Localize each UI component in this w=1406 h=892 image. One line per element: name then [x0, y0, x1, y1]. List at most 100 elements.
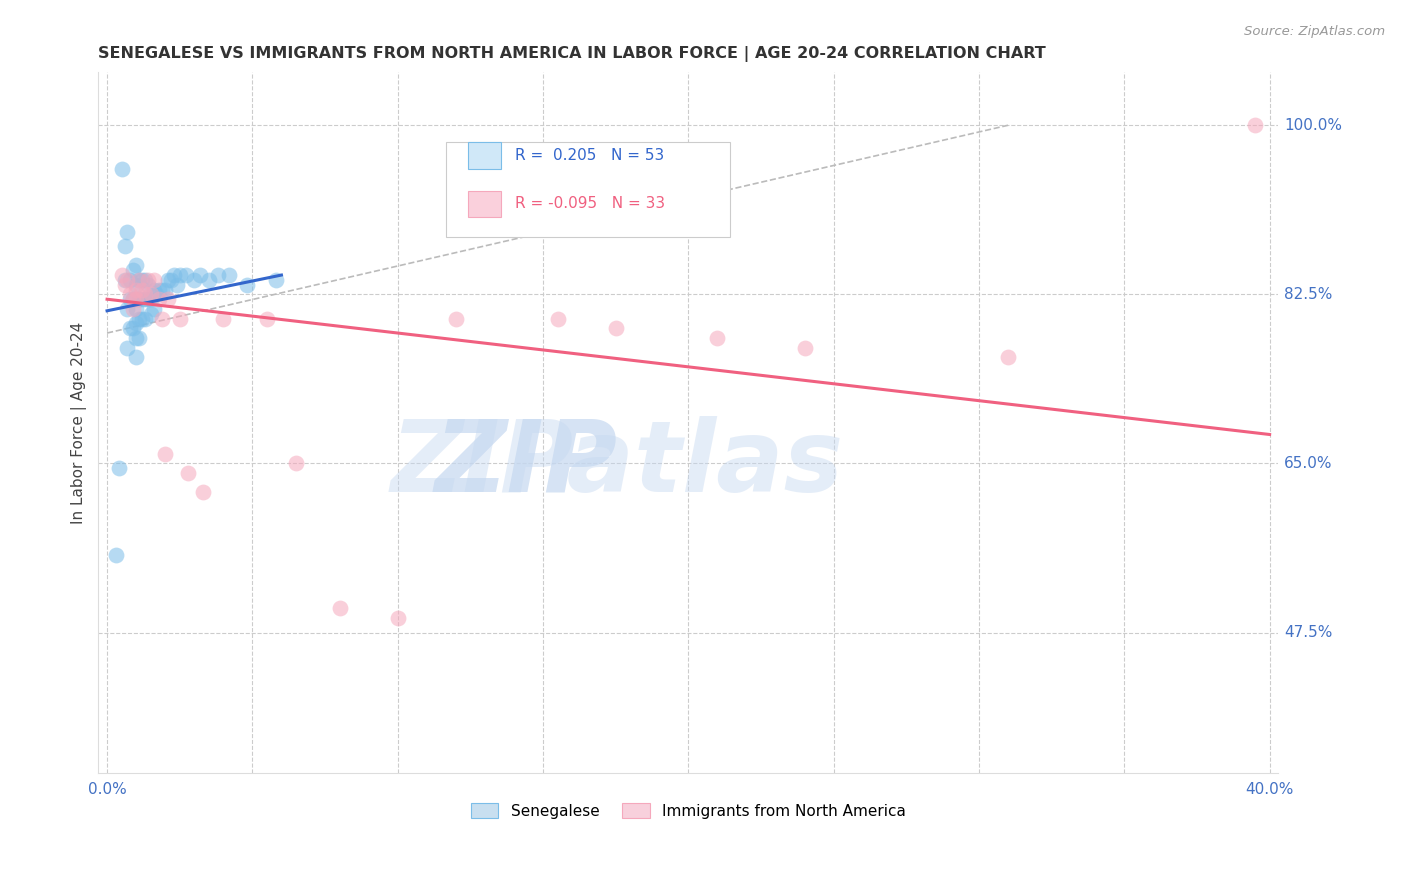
- Point: [110, 268, 132, 282]
- Point: [120, 292, 142, 306]
- Point: [256, 311, 278, 326]
- Point: [131, 311, 153, 326]
- Point: [110, 161, 132, 176]
- Point: [605, 321, 627, 335]
- Point: [169, 311, 191, 326]
- Point: [142, 273, 165, 287]
- Point: [997, 350, 1019, 364]
- Point: [128, 292, 150, 306]
- Point: [128, 311, 150, 326]
- Point: [264, 273, 287, 287]
- Point: [218, 268, 240, 282]
- Point: [104, 549, 127, 563]
- Point: [177, 466, 200, 480]
- Text: R =  0.205   N = 53: R = 0.205 N = 53: [515, 148, 664, 163]
- Point: [107, 461, 129, 475]
- FancyBboxPatch shape: [468, 142, 501, 169]
- Point: [163, 268, 186, 282]
- Point: [128, 331, 150, 345]
- FancyBboxPatch shape: [447, 142, 730, 236]
- Point: [125, 292, 148, 306]
- Y-axis label: In Labor Force | Age 20-24: In Labor Force | Age 20-24: [72, 321, 87, 524]
- Point: [706, 331, 728, 345]
- Point: [122, 301, 145, 316]
- Point: [329, 601, 352, 615]
- Point: [125, 350, 148, 364]
- Point: [122, 263, 145, 277]
- Point: [148, 283, 170, 297]
- Point: [1244, 118, 1267, 132]
- Point: [153, 447, 176, 461]
- Text: ZIPatlas: ZIPatlas: [391, 416, 844, 513]
- Point: [547, 311, 569, 326]
- Point: [125, 259, 148, 273]
- Point: [387, 611, 409, 625]
- Point: [142, 301, 165, 316]
- Point: [212, 311, 235, 326]
- Point: [207, 268, 229, 282]
- Text: SENEGALESE VS IMMIGRANTS FROM NORTH AMERICA IN LABOR FORCE | AGE 20-24 CORRELATI: SENEGALESE VS IMMIGRANTS FROM NORTH AMER…: [98, 46, 1046, 62]
- Point: [235, 277, 257, 292]
- Text: 82.5%: 82.5%: [1284, 287, 1333, 301]
- Point: [122, 292, 145, 306]
- Point: [134, 292, 156, 306]
- Point: [174, 268, 197, 282]
- Point: [128, 273, 150, 287]
- Point: [125, 283, 148, 297]
- Point: [145, 287, 167, 301]
- Point: [444, 311, 467, 326]
- Point: [793, 341, 815, 355]
- Point: [139, 287, 162, 301]
- Point: [139, 307, 162, 321]
- Point: [142, 283, 165, 297]
- FancyBboxPatch shape: [468, 191, 501, 217]
- Point: [125, 317, 148, 331]
- Text: Source: ZipAtlas.com: Source: ZipAtlas.com: [1244, 25, 1385, 38]
- Point: [114, 277, 136, 292]
- Point: [134, 287, 156, 301]
- Point: [139, 292, 162, 306]
- Point: [183, 273, 205, 287]
- Point: [117, 225, 139, 239]
- Point: [198, 273, 221, 287]
- Point: [114, 273, 136, 287]
- Legend: Senegalese, Immigrants from North America: Senegalese, Immigrants from North Americ…: [465, 797, 912, 824]
- Point: [136, 277, 159, 292]
- Point: [191, 485, 214, 500]
- Text: 65.0%: 65.0%: [1284, 456, 1333, 471]
- Point: [125, 331, 148, 345]
- Point: [117, 273, 139, 287]
- Point: [125, 301, 148, 316]
- Point: [285, 457, 308, 471]
- Point: [128, 273, 150, 287]
- Point: [120, 273, 142, 287]
- Point: [117, 341, 139, 355]
- Point: [134, 273, 156, 287]
- Point: [134, 311, 156, 326]
- Point: [136, 273, 159, 287]
- Text: 100.0%: 100.0%: [1284, 118, 1343, 133]
- Point: [150, 283, 173, 297]
- Point: [169, 268, 191, 282]
- Point: [160, 273, 183, 287]
- Point: [125, 277, 148, 292]
- Point: [157, 273, 180, 287]
- Point: [157, 292, 180, 306]
- Point: [150, 311, 173, 326]
- Text: R = -0.095   N = 33: R = -0.095 N = 33: [515, 196, 665, 211]
- Point: [120, 321, 142, 335]
- Point: [136, 292, 159, 306]
- Point: [188, 268, 211, 282]
- Point: [114, 239, 136, 253]
- Point: [166, 277, 188, 292]
- Point: [148, 292, 170, 306]
- Point: [153, 283, 176, 297]
- Point: [122, 321, 145, 335]
- Point: [131, 292, 153, 306]
- Point: [117, 301, 139, 316]
- Point: [122, 292, 145, 306]
- Point: [131, 283, 153, 297]
- Point: [120, 287, 142, 301]
- Text: ZIP: ZIP: [434, 416, 617, 513]
- Point: [131, 273, 153, 287]
